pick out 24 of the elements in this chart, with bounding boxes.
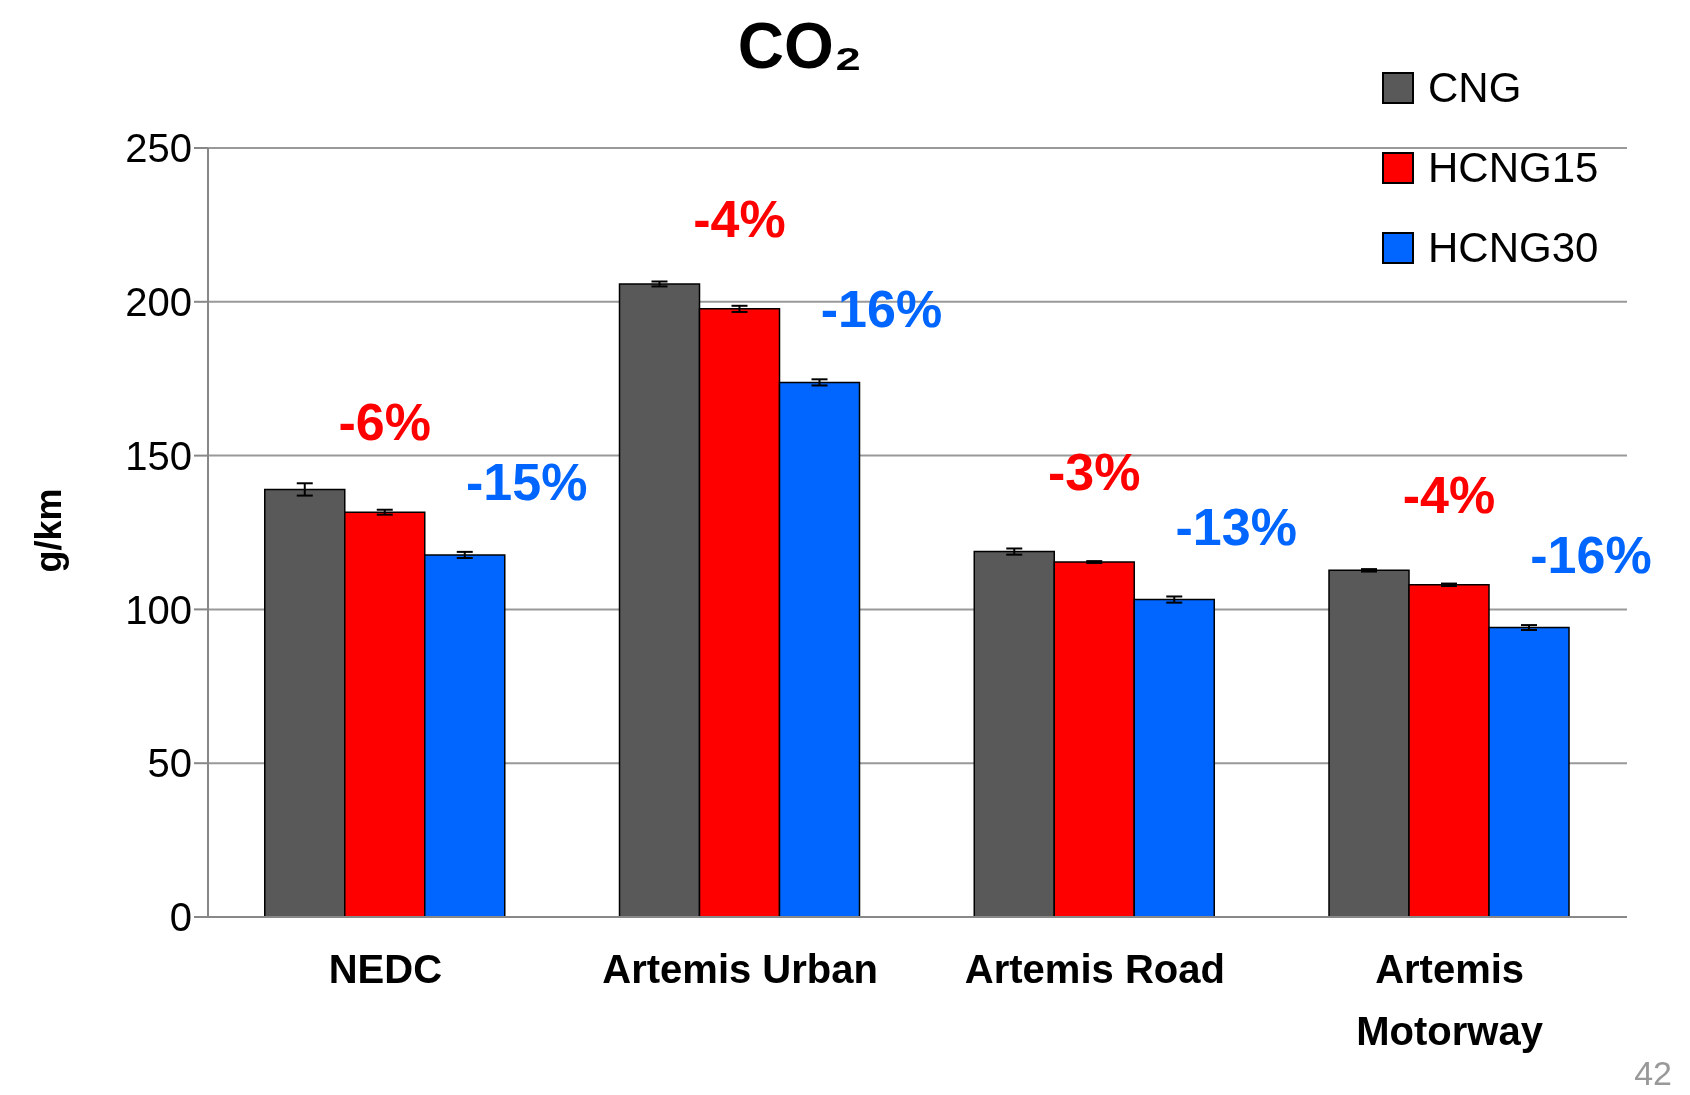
y-tick-label: 100 <box>125 587 192 632</box>
y-tick-label: 250 <box>125 126 192 171</box>
x-tick-label: Artemis Motorway <box>1356 947 1544 1053</box>
legend-label: CNG <box>1428 64 1522 112</box>
annotation: -6% <box>338 393 431 452</box>
annotation: -16% <box>1530 525 1652 584</box>
x-tick-label: Artemis Road <box>964 947 1225 991</box>
legend-label: HCNG30 <box>1428 224 1599 272</box>
annotation: -16% <box>820 280 943 339</box>
y-tick-label: 200 <box>125 280 192 324</box>
annotation: -13% <box>1175 497 1297 556</box>
y-tick-label: 0 <box>169 895 192 940</box>
x-tick-label: NEDC <box>328 947 443 991</box>
text: 42 <box>1634 1054 1672 1092</box>
annotation: -4% <box>1402 465 1496 524</box>
y-axis-title: g/km <box>27 488 69 573</box>
chart-title: CO₂ <box>737 10 863 82</box>
annotation: -15% <box>466 452 588 511</box>
y-tick-label: 50 <box>147 741 192 786</box>
legend-label: HCNG15 <box>1428 144 1599 192</box>
x-tick-label: Artemis Urban <box>602 947 878 991</box>
annotation: -3% <box>1048 443 1141 502</box>
annotation: -4% <box>693 189 786 248</box>
y-tick-label: 150 <box>125 433 192 478</box>
